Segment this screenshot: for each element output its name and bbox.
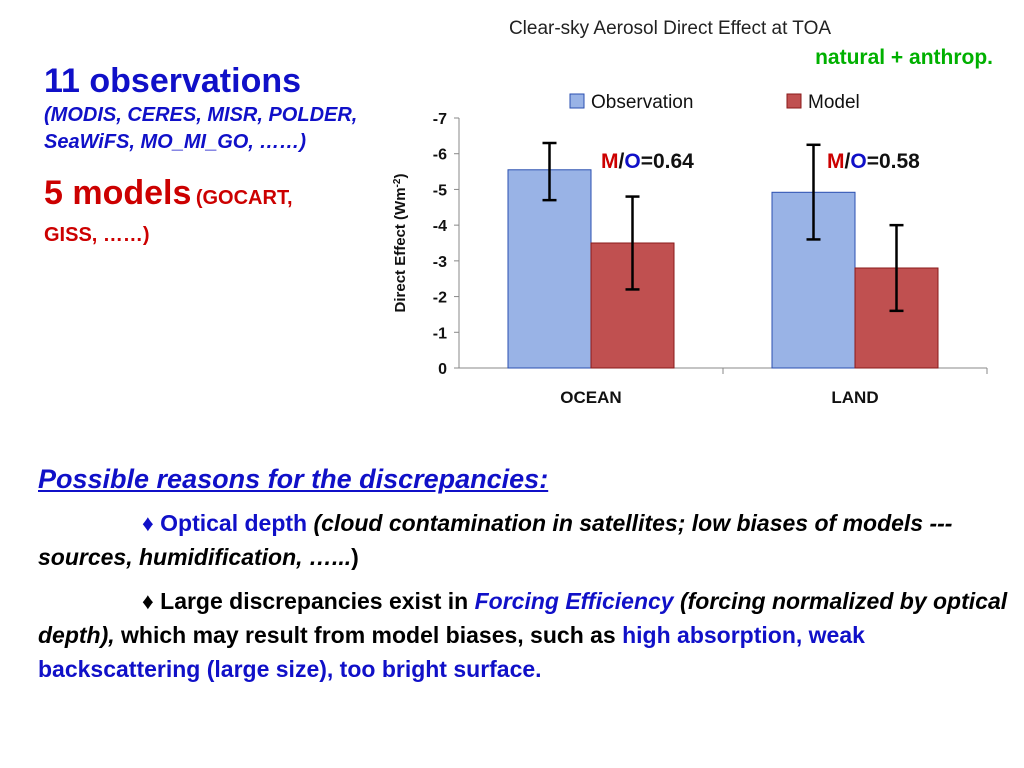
reasons-section: Possible reasons for the discrepancies: … [38,462,1013,686]
models-list-a: (GOCART, [195,187,293,209]
x-tick-ocean: OCEAN [560,388,621,407]
legend-label-observation: Observation [591,92,693,113]
error-bar-observation-land [806,143,821,241]
y-tick-label: -1 [433,325,447,342]
y-tick-label: -2 [433,290,447,307]
annotation-land-ratio: M/O=0.58 [827,150,920,173]
chart-title: Clear-sky Aerosol Direct Effect at TOA [509,18,831,39]
reason-1-key: Optical depth [160,510,308,536]
left-summary: 11 observations (MODIS, CERES, MISR, POL… [44,62,374,247]
bars [507,169,939,369]
bar-observation-ocean [507,169,592,369]
reason-1-desc: (cloud contamination in satellites; low … [38,510,953,570]
error-bar-observation-ocean [542,141,557,202]
reason-1-close: ) [351,544,359,570]
diamond-bullet-icon: ♦ [142,510,154,536]
error-bar-model-ocean [625,195,640,291]
y-tick-label: 0 [438,361,447,378]
y-tick-label: -6 [433,147,447,164]
aerosol-bar-chart: Clear-sky Aerosol Direct Effect at TOA n… [392,18,993,407]
reasons-heading: Possible reasons for the discrepancies: [38,464,549,494]
legend-swatch-observation [569,93,585,109]
observations-title: 11 observations [44,62,302,100]
y-tick-label: -4 [433,218,447,235]
annotation-ocean-ratio: M/O=0.64 [601,150,694,173]
error-bars [542,141,904,313]
chart-subtitle: natural + anthrop. [815,46,993,69]
y-axis-ticks: 0 -1 -2 -3 -4 -5 -6 -7 [433,111,459,378]
legend: Observation Model [569,92,860,113]
diamond-bullet-icon: ♦ [142,588,154,614]
x-tick-land: LAND [831,388,878,407]
observations-list: (MODIS, CERES, MISR, POLDER, SeaWiFS, MO… [44,104,358,153]
reason-2-mid: which may result from model biases, such… [121,622,616,648]
models-title: 5 models [44,174,192,212]
reason-2-end: high absorption, weak backscattering (la… [38,622,865,682]
reason-forcing-efficiency: ♦ Large discrepancies exist in Forcing E… [38,584,1013,686]
reason-optical-depth: ♦ Optical depth (cloud contamination in … [38,506,1013,574]
reason-2-prefix: Large discrepancies exist in [160,588,469,614]
models-line: 5 models (GOCART, [44,174,374,219]
models-list-b: GISS, ……) [44,224,150,246]
y-tick-label: -3 [433,254,447,271]
y-tick-label: -7 [433,111,447,128]
y-axis-label: Direct Effect (Wm-2) [392,174,409,313]
legend-label-model: Model [808,92,860,113]
y-tick-label: -5 [433,182,447,199]
reason-2-paren: (forcing normalized by optical depth), [38,588,1008,648]
legend-swatch-model [786,93,802,109]
error-bar-model-land [889,223,904,313]
reason-2-key: Forcing Efficiency [474,588,674,614]
